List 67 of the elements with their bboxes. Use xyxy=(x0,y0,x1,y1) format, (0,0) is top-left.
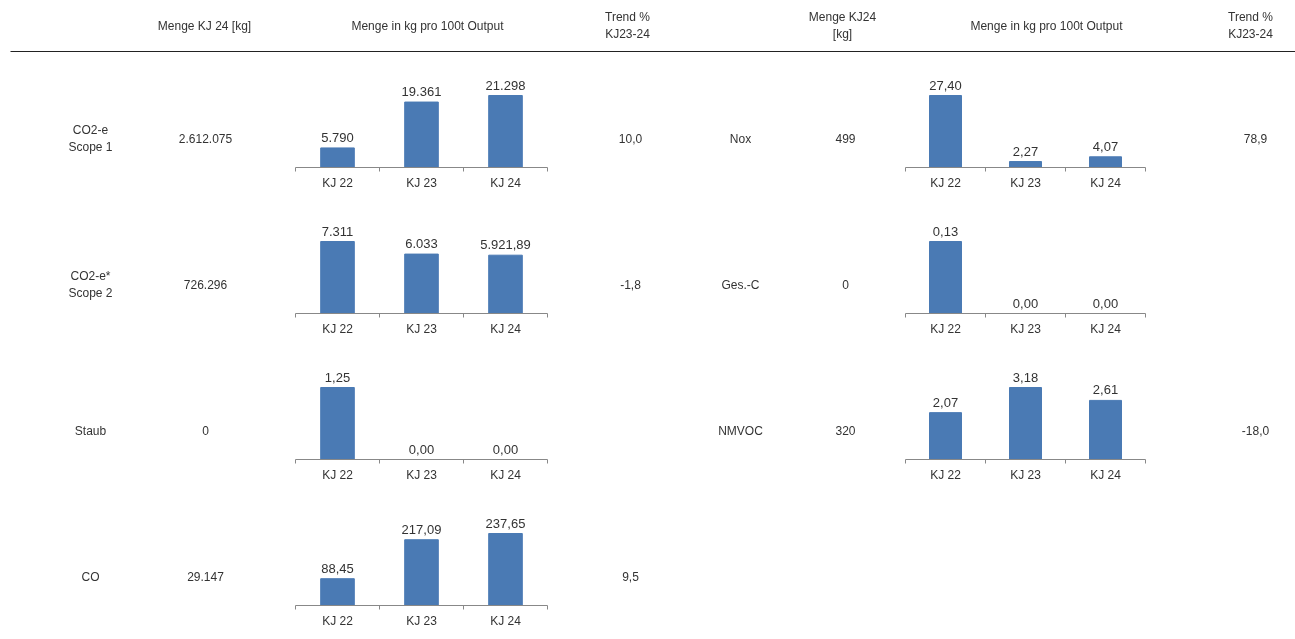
x-tick-label: KJ 22 xyxy=(322,467,354,482)
data-label: 27,40 xyxy=(929,77,962,93)
text: Menge KJ 24 [kg] xyxy=(157,18,252,33)
data-label: 5.921,89 xyxy=(480,237,531,253)
x-tick-label: KJ 22 xyxy=(930,321,962,336)
text: 320 xyxy=(835,424,856,439)
x-tick-label: KJ 24 xyxy=(490,321,522,336)
text: 0 xyxy=(842,278,850,293)
x-tick-label: KJ 24 xyxy=(490,613,522,628)
data-label: 21.298 xyxy=(485,77,526,93)
data-label: 0,00 xyxy=(1012,295,1039,311)
data-label: 0,13 xyxy=(932,223,959,239)
text: Ges.-C xyxy=(721,277,760,292)
text: -1,8 xyxy=(620,278,642,293)
x-tick-label: KJ 24 xyxy=(490,467,522,482)
x-tick-label: KJ 23 xyxy=(1010,467,1042,482)
x-tick-label: KJ 22 xyxy=(322,321,354,336)
x-tick-label: KJ 23 xyxy=(1010,321,1042,336)
data-label: 7.311 xyxy=(321,223,354,239)
data-label: 1,25 xyxy=(324,369,351,385)
text: Trend % KJ23-24 xyxy=(1228,10,1274,41)
x-tick-label: KJ 23 xyxy=(406,613,438,628)
x-tick-label: KJ 24 xyxy=(1090,467,1122,482)
text: -18,0 xyxy=(1241,424,1270,439)
text: Menge KJ24 [kg] xyxy=(808,10,877,41)
text: Trend % KJ23-24 xyxy=(605,10,651,41)
x-tick-label: KJ 22 xyxy=(322,613,354,628)
text: 0 xyxy=(202,424,210,439)
data-label: 4,07 xyxy=(1092,138,1119,154)
text: 10,0 xyxy=(618,132,643,147)
x-tick-label: KJ 24 xyxy=(1090,175,1122,190)
text: Nox xyxy=(729,131,752,146)
data-label: 2,07 xyxy=(932,394,959,410)
data-label: 88,45 xyxy=(321,560,354,576)
text: 499 xyxy=(835,132,856,147)
data-label: 2,61 xyxy=(1092,382,1119,398)
data-label: 0,00 xyxy=(408,441,435,457)
text: 29.147 xyxy=(187,570,225,585)
data-label: 2,27 xyxy=(1012,143,1039,159)
x-tick-label: KJ 22 xyxy=(322,175,354,190)
x-tick-label: KJ 24 xyxy=(490,175,522,190)
text: Menge in kg pro 100t Output xyxy=(970,18,1124,33)
x-tick-label: KJ 23 xyxy=(406,175,438,190)
text: 9,5 xyxy=(622,570,640,585)
text: Staub xyxy=(74,423,107,438)
x-tick-label: KJ 22 xyxy=(930,467,962,482)
x-tick-label: KJ 24 xyxy=(1090,321,1122,336)
x-tick-label: KJ 23 xyxy=(406,321,438,336)
text: 2.612.075 xyxy=(178,132,233,147)
text: Menge in kg pro 100t Output xyxy=(351,18,505,33)
data-label: 0,00 xyxy=(1092,295,1119,311)
x-tick-label: KJ 23 xyxy=(406,467,438,482)
text: 726.296 xyxy=(183,278,228,293)
data-label: 19.361 xyxy=(401,84,442,100)
data-label: 237,65 xyxy=(485,515,526,531)
data-label: 5.790 xyxy=(321,129,354,145)
x-tick-label: KJ 23 xyxy=(1010,175,1042,190)
text: CO xyxy=(81,569,100,584)
data-label: 6.033 xyxy=(405,236,438,252)
x-tick-label: KJ 22 xyxy=(930,175,962,190)
text: 78,9 xyxy=(1243,132,1268,147)
data-label: 0,00 xyxy=(492,441,519,457)
data-label: 217,09 xyxy=(401,521,442,537)
text: NMVOC xyxy=(718,423,764,438)
data-label: 3,18 xyxy=(1012,369,1039,385)
text: CO2-e* Scope 2 xyxy=(68,269,113,301)
text: CO2-e Scope 1 xyxy=(68,123,113,155)
